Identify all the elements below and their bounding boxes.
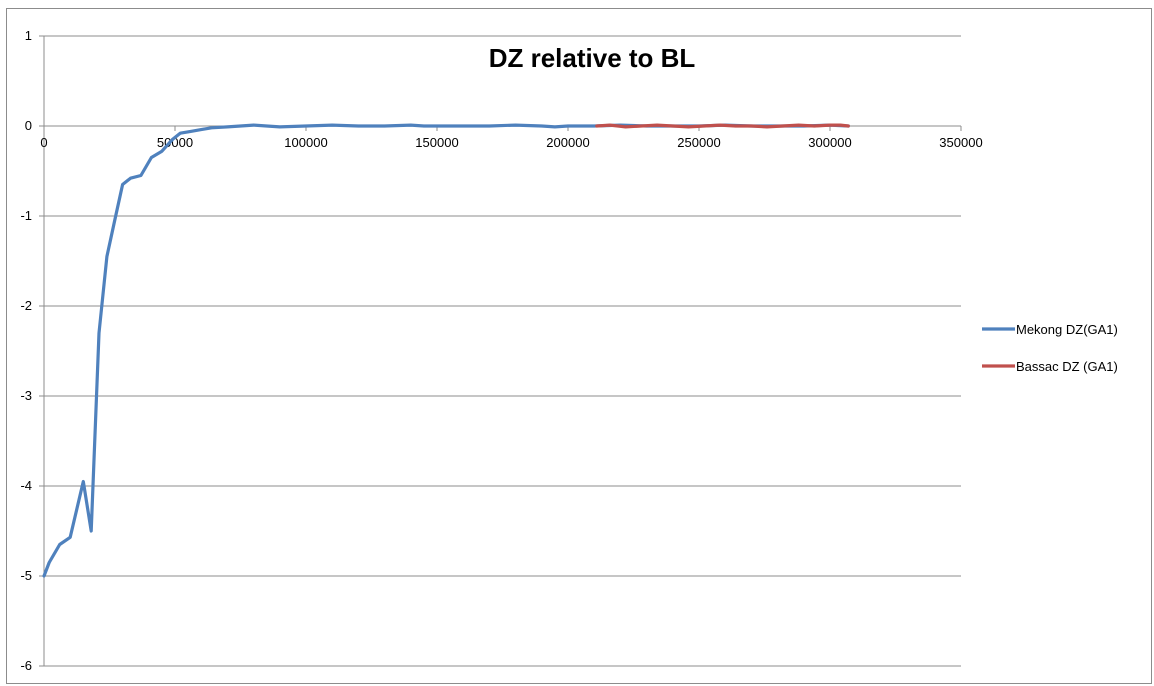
x-tick-label: 100000 [284, 135, 327, 150]
series-layer [42, 123, 850, 578]
chart-title: DZ relative to BL [489, 43, 696, 73]
y-tick-label: -6 [20, 658, 32, 673]
series-line-mekong [42, 123, 850, 578]
series-line-bassac [595, 123, 850, 129]
y-tick-label: -5 [20, 568, 32, 583]
x-tick-label: 150000 [415, 135, 458, 150]
chart-svg: 10-1-2-3-4-5-60 50000 100000 150000 200000 25… [20, 28, 1118, 673]
y-tick-label: -1 [20, 208, 32, 223]
legend: Mekong DZ(GA1) Bassac DZ (GA1) [982, 322, 1118, 374]
y-tick-label: -3 [20, 388, 32, 403]
y-tick-label: -2 [20, 298, 32, 313]
x-tick-label: 250000 [677, 135, 720, 150]
legend-label: Mekong DZ(GA1) [1016, 322, 1118, 337]
x-tick-label: 200000 [546, 135, 589, 150]
y-tick-label: 0 [25, 118, 32, 133]
x-tick-label: 350000 [939, 135, 982, 150]
legend-label: Bassac DZ (GA1) [1016, 359, 1118, 374]
y-tick-label: -4 [20, 478, 32, 493]
chart-frame: 1 0 -1 -2 -3 -4 -5 -6 0 50000 100000 150000 200000 25… [6, 8, 1152, 684]
x-tick-label: 300000 [808, 135, 851, 150]
y-tick-label: 1 [25, 28, 32, 43]
x-tick-label: 0 [40, 135, 47, 150]
grid-layer [44, 35, 961, 667]
